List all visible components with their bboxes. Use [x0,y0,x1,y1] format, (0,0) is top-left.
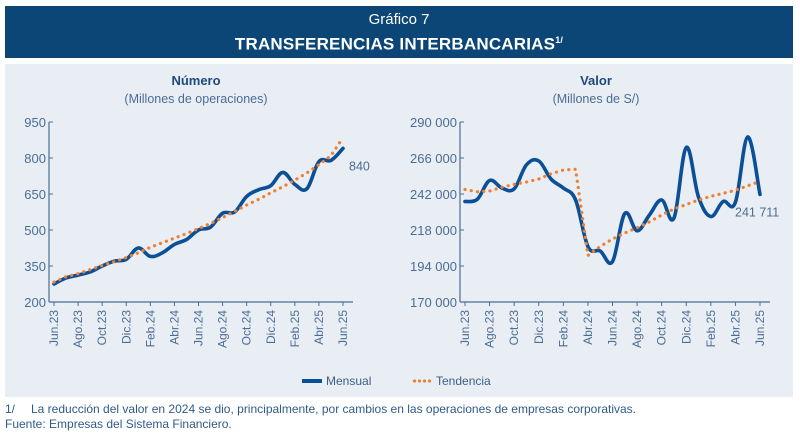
y-tick-label: 218 000 [410,223,457,238]
x-tick-label: Abr.24 [581,310,595,345]
x-tick-label: Ago.24 [216,310,230,348]
legend-swatch-tendencia [412,379,432,383]
legend-label-tendencia: Tendencia [436,374,491,388]
chart-valor: Valor (Millones de S/) 290 000 266 000 242 0… [410,73,779,348]
chart-subtitle-1: (Millones de S/) [553,92,640,106]
chart-header: Gráfico 7 TRANSFERENCIAS INTERBANCARIAS1… [5,6,793,58]
footnotes: 1/La reducción del valor en 2024 se dio,… [5,402,636,432]
chart-title: TRANSFERENCIAS INTERBANCARIAS1/ [5,29,793,56]
x-tick-label: Ago.23 [483,310,497,348]
chart-title-0: Número [171,73,220,88]
x-tick-label: Jun.25 [336,310,350,346]
chart-numero: Número (Millones de operaciones) 950 800 650… [24,73,370,348]
source-note: Fuente: Empresas del Sistema Financiero. [5,417,232,431]
x-tick-label: Abr.24 [167,310,181,345]
x-tick-label: Dic.24 [264,310,278,344]
x-tick-label: Feb.25 [704,310,718,348]
y-tick-label: 290 000 [410,115,457,130]
x-tick-label: Jun.23 [458,310,472,346]
x-tick-label: Abr.25 [312,310,326,345]
y-tick-label: 194 000 [410,259,457,274]
y-tick-label: 266 000 [410,151,457,166]
x-tick-label: Feb.25 [288,310,302,348]
title-footnote-marker: 1/ [555,35,564,45]
footnote-text: La reducción del valor en 2024 se dio, p… [31,402,637,416]
x-tick-label: Ago.23 [71,310,85,348]
x-tick-label: Feb.24 [143,310,157,348]
footnote-1: 1/La reducción del valor en 2024 se dio,… [5,402,636,417]
y-tick-label: 500 [24,223,46,238]
x-tick-label: Oct.23 [95,310,109,346]
x-tick-label: Ago.24 [630,310,644,348]
y-tick-label: 170 000 [410,295,457,310]
x-tick-label: Dic.23 [532,310,546,344]
legend-item-mensual: Mensual [302,374,371,388]
legend: Mensual Tendencia [0,372,800,392]
footnote-number: 1/ [5,402,16,416]
x-tick-label: Dic.24 [679,310,693,344]
legend-label-mensual: Mensual [326,374,372,388]
y-tick-label: 650 [24,187,46,202]
x-tick-label: Dic.23 [119,310,133,344]
series-tendencia [463,167,762,259]
x-tick-label: Oct.24 [240,310,254,346]
x-tick-label: Abr.25 [728,310,742,345]
chart-title-1: Valor [580,73,612,88]
y-tick-label: 200 [24,295,46,310]
series-mensual [463,135,762,265]
chart-number: Gráfico 7 [368,11,430,28]
chart-subtitle-0: (Millones de operaciones) [124,92,267,106]
end-value-label: 241 711 [735,205,779,219]
x-tick-label: Oct.24 [655,310,669,346]
chart-title-text: TRANSFERENCIAS INTERBANCARIAS [234,34,556,54]
x-tick-label: Jun.25 [753,310,767,346]
x-tick-label: Oct.23 [507,310,521,346]
legend-item-tendencia: Tendencia [412,374,491,388]
series-tendencia [52,136,345,284]
x-tick-label: Feb.24 [556,310,570,348]
series-mensual [52,146,345,286]
y-tick-label: 242 000 [410,187,457,202]
chart-panel [5,64,793,397]
legend-swatch-mensual [302,379,322,383]
end-value-label: 840 [349,159,370,173]
y-tick-label: 350 [24,259,46,274]
y-tick-label: 950 [24,115,46,130]
x-tick-label: Jun.24 [606,310,620,346]
x-tick-label: Jun.23 [47,310,61,346]
y-tick-label: 800 [24,151,46,166]
x-tick-label: Jun.24 [192,310,206,346]
